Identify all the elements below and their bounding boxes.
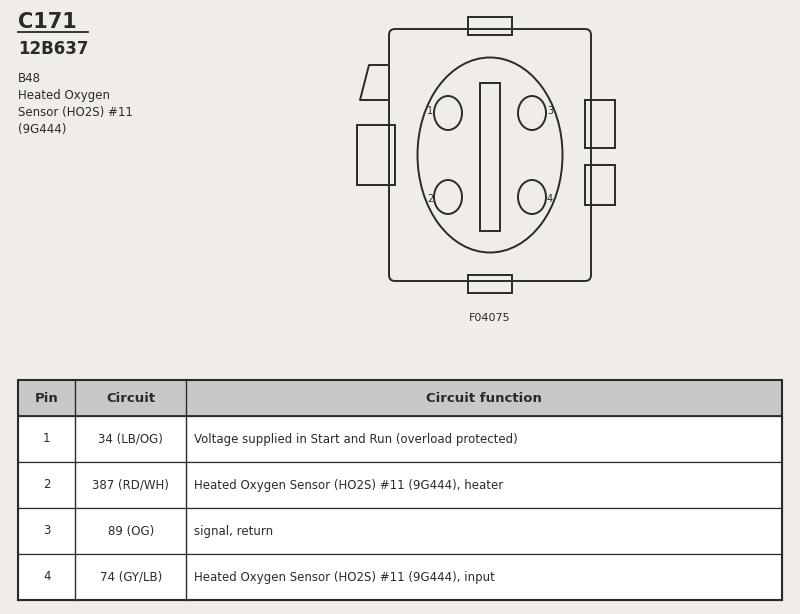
Text: 74 (GY/LB): 74 (GY/LB) [99, 570, 162, 583]
FancyBboxPatch shape [18, 380, 782, 416]
Text: 89 (OG): 89 (OG) [107, 524, 154, 537]
Text: B48: B48 [18, 72, 41, 85]
Text: Voltage supplied in Start and Run (overload protected): Voltage supplied in Start and Run (overl… [194, 432, 518, 446]
Text: Circuit: Circuit [106, 392, 155, 405]
Text: 4: 4 [43, 570, 50, 583]
Text: (9G444): (9G444) [18, 123, 66, 136]
Text: Sensor (HO2S) #11: Sensor (HO2S) #11 [18, 106, 133, 119]
Text: 3: 3 [43, 524, 50, 537]
FancyBboxPatch shape [18, 416, 782, 462]
Text: Heated Oxygen Sensor (HO2S) #11 (9G444), input: Heated Oxygen Sensor (HO2S) #11 (9G444),… [194, 570, 495, 583]
Text: 4: 4 [547, 194, 553, 204]
Text: Heated Oxygen: Heated Oxygen [18, 89, 110, 102]
FancyBboxPatch shape [18, 462, 782, 508]
Text: C171: C171 [18, 12, 77, 32]
Text: 3: 3 [547, 106, 553, 116]
Text: Pin: Pin [34, 392, 58, 405]
Text: signal, return: signal, return [194, 524, 274, 537]
Text: 387 (RD/WH): 387 (RD/WH) [92, 478, 169, 491]
Text: 12B637: 12B637 [18, 40, 89, 58]
Text: 34 (LB/OG): 34 (LB/OG) [98, 432, 163, 446]
Text: 1: 1 [427, 106, 433, 116]
Text: F04075: F04075 [469, 313, 511, 323]
FancyBboxPatch shape [18, 554, 782, 600]
FancyBboxPatch shape [18, 508, 782, 554]
Text: Circuit function: Circuit function [426, 392, 542, 405]
Text: 1: 1 [43, 432, 50, 446]
Text: 2: 2 [427, 194, 433, 204]
Text: 2: 2 [43, 478, 50, 491]
Text: Heated Oxygen Sensor (HO2S) #11 (9G444), heater: Heated Oxygen Sensor (HO2S) #11 (9G444),… [194, 478, 503, 491]
